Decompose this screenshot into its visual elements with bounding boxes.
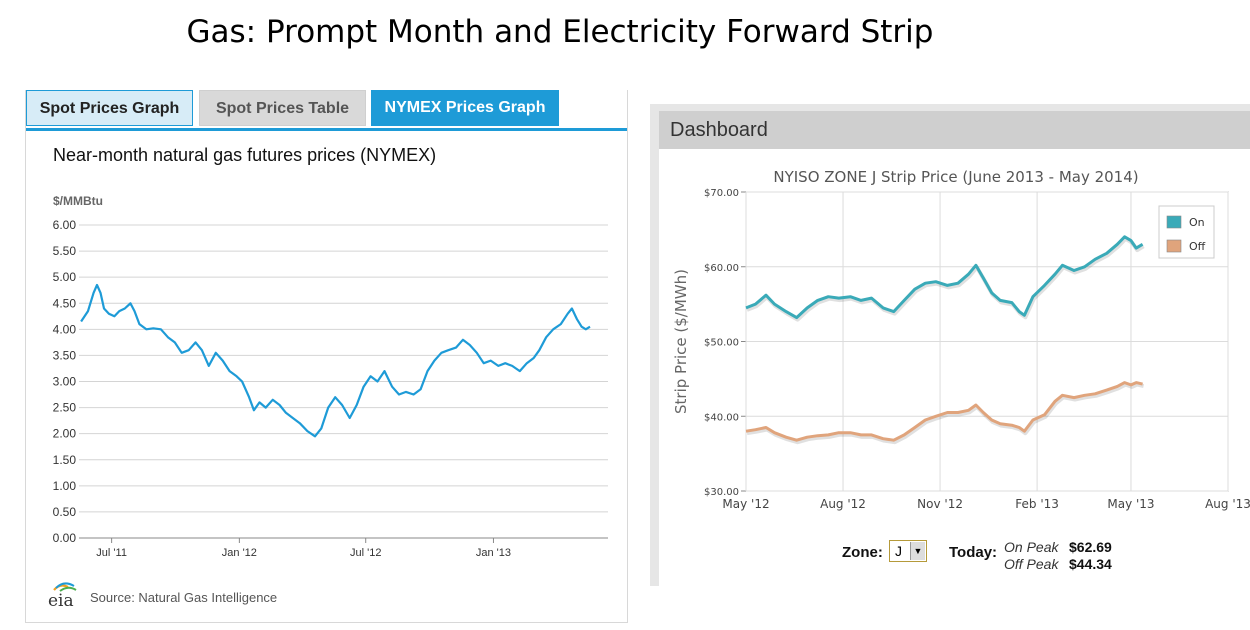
dashboard-title: Dashboard: [670, 119, 768, 141]
legend-swatch-off: [1166, 239, 1182, 253]
y-tick-label: $70.00: [704, 188, 739, 199]
y-tick-label: 0.00: [53, 531, 77, 545]
y-tick-label: 1.00: [53, 479, 77, 493]
x-tick-label: Jul '11: [96, 547, 127, 559]
y-tick-label: $60.00: [704, 263, 739, 274]
x-tick-label: Jan '13: [476, 547, 511, 559]
legend-label-off: Off: [1189, 240, 1206, 253]
y-tick-label: 1.50: [53, 453, 77, 467]
today-label: Today:: [949, 544, 998, 561]
y-tick-label: 6.00: [53, 218, 77, 232]
x-tick-label: May '12: [722, 497, 769, 511]
legend-swatch-on: [1166, 215, 1182, 229]
y-tick-label: 3.00: [53, 375, 77, 389]
dashboard-body: NYISO ZONE J Strip Price (June 2013 - Ma…: [659, 149, 1250, 586]
tab-nymex-prices-graph[interactable]: NYMEX Prices Graph: [371, 90, 559, 126]
chevron-down-icon[interactable]: ▼: [910, 542, 925, 560]
y-axis-label: Strip Price ($/MWh): [672, 269, 690, 414]
legend-box: [1158, 205, 1215, 259]
source-note: Source: Natural Gas Intelligence: [90, 590, 278, 605]
x-tick-label: Aug '13: [1205, 497, 1250, 511]
strip-price-chart: NYISO ZONE J Strip Price (June 2013 - Ma…: [672, 168, 1250, 511]
series-line-off: [745, 381, 1143, 442]
x-tick-label: Jan '12: [222, 547, 257, 559]
dashboard-header: Dashboard: [659, 111, 1250, 149]
tab-spot-prices-table[interactable]: Spot Prices Table: [199, 90, 366, 126]
tab-spot-prices-graph[interactable]: Spot Prices Graph: [26, 90, 193, 126]
x-tick-label: Aug '12: [820, 497, 866, 511]
y-tick-label: 5.00: [53, 270, 77, 284]
dashboard-panel: Dashboard NYISO ZONE J Strip Price (June…: [650, 104, 1250, 586]
y-tick-label: 2.50: [53, 401, 77, 415]
svg-text:eia: eia: [48, 591, 74, 609]
x-tick-label: May '13: [1107, 497, 1154, 511]
x-tick-label: Jul '12: [350, 547, 381, 559]
eia-logo-icon: eia: [48, 582, 77, 609]
eia-panel: Spot Prices Graph Spot Prices Table NYME…: [25, 90, 628, 623]
off-peak-label: Off Peak: [1004, 556, 1059, 572]
series-line-on: [745, 235, 1144, 320]
series-shadow: [746, 236, 1145, 322]
y-axis-label: $/MMBtu: [53, 194, 103, 208]
series-shadow: [746, 382, 1145, 445]
zone-value: J: [895, 543, 902, 559]
off-peak-value: $44.34: [1069, 556, 1112, 572]
x-tick-label: Feb '13: [1015, 497, 1059, 511]
legend-label-on: On: [1189, 216, 1205, 229]
price-line: [80, 283, 591, 438]
gas-futures-chart: $/MMBtu 0.00 0.50 1.00 1.50 2.00 2.50 3.00 3.50 4…: [53, 194, 608, 559]
zone-label: Zone:: [842, 544, 883, 561]
y-tick-label: 4.00: [53, 322, 77, 336]
y-tick-label: 0.50: [53, 505, 77, 519]
y-tick-label: 5.50: [53, 244, 77, 258]
chart-title: NYISO ZONE J Strip Price (June 2013 - Ma…: [773, 168, 1138, 186]
on-peak-value: $62.69: [1069, 539, 1112, 555]
y-tick-label: 4.50: [53, 296, 77, 310]
y-tick-label: 3.50: [53, 348, 77, 362]
y-tick-label: 2.00: [53, 427, 77, 441]
x-tick-label: Nov '12: [917, 497, 963, 511]
on-peak-label: On Peak: [1004, 539, 1059, 555]
y-tick-label: $50.00: [704, 338, 739, 349]
slide-title: Gas: Prompt Month and Electricity Forwar…: [186, 14, 934, 50]
chart-title: Near-month natural gas futures prices (N…: [53, 145, 437, 165]
y-tick-label: $40.00: [704, 412, 739, 423]
y-tick-label: $30.00: [704, 487, 739, 498]
tab-bar: Spot Prices Graph Spot Prices Table NYME…: [26, 90, 627, 131]
zone-select[interactable]: J ▼: [889, 540, 927, 562]
